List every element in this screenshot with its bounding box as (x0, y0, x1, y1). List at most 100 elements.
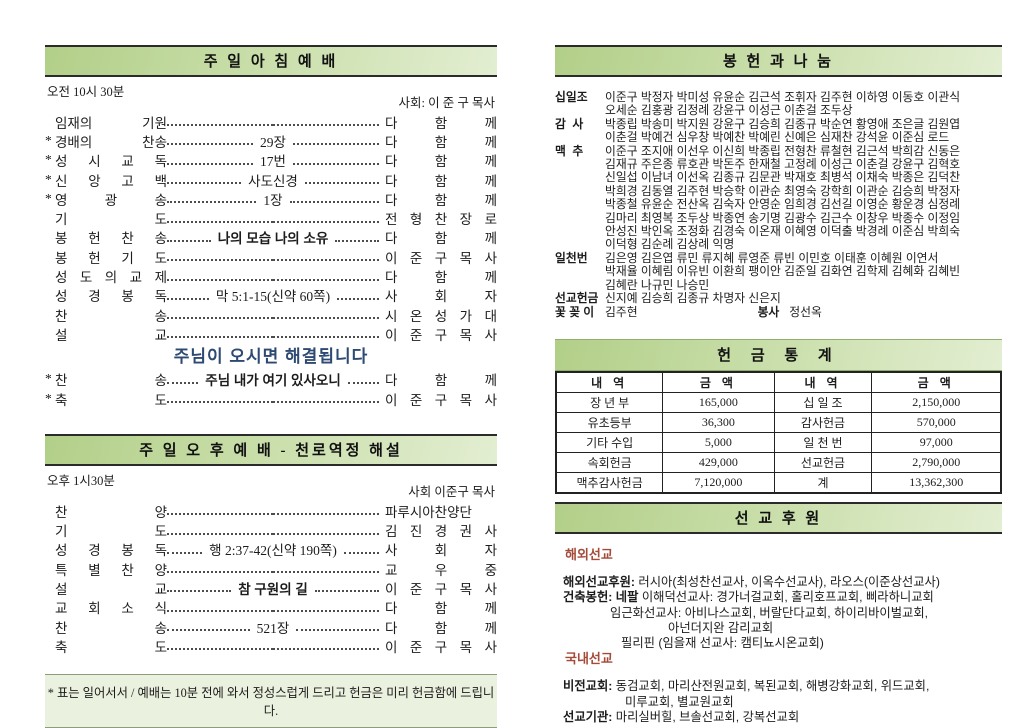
offering-row: 김마리 최영복 조두상 박종연 송기명 김광수 김근수 이창우 박종수 이정임 (555, 210, 1002, 225)
dot-leader (296, 629, 380, 632)
mission-line: 선교기관: 마리실버힐, 브솔선교회, 강복선교회 (563, 710, 1002, 725)
stats-row: 장 년 부 165,000 십 일 조 2,150,000 (555, 391, 1002, 413)
dot-leader (167, 609, 273, 612)
offering-category-label (555, 158, 605, 171)
sermon-title: 주님이 오시면 해결됩니다 (173, 346, 369, 366)
morning-service-header: 주 일 아 침 예 배 (45, 45, 497, 77)
mission-line-label: 비전교회: (563, 679, 613, 694)
stats-item-cell: 일 천 번 (773, 431, 873, 453)
mission-line: 필리핀 (임을재 선교사: 캠티뇨시온교회) (563, 636, 1002, 651)
offering-category-label (555, 198, 605, 211)
dot-leader (167, 336, 273, 339)
mission-line-text: 마리실버힐, 브솔선교회, 강복선교회 (615, 709, 800, 724)
stats-header-cell: 내 역 (773, 371, 873, 393)
mission-section-header: 선 교 후 원 (555, 501, 1002, 534)
offering-row: 박재율 이혜림 이유빈 이환희 팽이안 김준일 김화연 김학제 김혜화 김혜빈 (555, 264, 1002, 278)
overseas-mission-heading: 해외선교 (565, 546, 613, 562)
stats-header-cell: 금 액 (871, 371, 1002, 393)
mission-line-text: 임근화선교사: 아비나스교회, 버랄단다교회, 하이리바이벌교회, (610, 605, 929, 620)
stats-item-cell: 유초등부 (555, 411, 664, 433)
service-row: 봉 헌 찬 송 나의 모습 나의 소유 다 함 께 (45, 228, 497, 247)
offering-row: 십일조 이준구 박정자 박미성 유윤순 김근석 조휘자 김주현 이하영 이동호 … (555, 90, 1002, 104)
service-item-person: 사 회 자 (385, 543, 498, 559)
service-row: 설 교 참 구원의 길 이 준 구 목 사 (45, 578, 497, 597)
offering-category-label (555, 279, 605, 292)
stand-marker: * (45, 132, 52, 148)
spacer (45, 408, 497, 434)
afternoon-service-rows: 찬 양 파루시아찬양단 기 도 김 진 경 권 사 성 경 봉 독 (45, 501, 497, 655)
flower-label: 꽃 꽂 이 (555, 304, 595, 319)
service-row: 특 별 찬 양 교 우 중 (45, 559, 497, 578)
mission-line: 해외선교후원: 러시아(최성찬선교사, 이옥수선교사), 라오스(이준상선교사) (563, 575, 1002, 590)
service-item-label: 특 별 찬 양 (55, 562, 167, 578)
offering-names: 이덕형 김순례 김상례 익명 (605, 237, 735, 252)
offering-category-label (555, 171, 605, 184)
stats-item-cell: 장 년 부 (555, 391, 664, 413)
dot-leader (273, 609, 379, 612)
service-item-person: 다 함 께 (385, 601, 497, 617)
morning-service-time: 오전 10시 30분 (47, 85, 125, 99)
stats-item-cell: 속회헌금 (555, 451, 664, 473)
dot-leader (167, 297, 209, 300)
service-item-person: 다 함 께 (385, 173, 497, 189)
mission-line-text: 동검교회, 마리산전원교회, 복된교회, 해병강화교회, 위드교회, (615, 679, 930, 694)
stand-marker: * (45, 171, 52, 187)
dot-leader (167, 513, 273, 516)
service-row: 성 경 봉 독 행 2:37-42(신약 190쪽) 사 회 자 (45, 540, 497, 559)
service-item-label: 성 도 의 교 제 (55, 270, 167, 286)
dot-leader (314, 590, 380, 593)
service-item-person: 이 준 구 목 사 (385, 639, 497, 655)
dot-leader (273, 220, 379, 223)
stand-marker: * (45, 152, 52, 168)
offering-row: 감 사 박종립 박송미 박지원 강윤구 김승희 김종규 박순연 황영애 조은글 … (555, 116, 1002, 131)
service-item-label: 성 경 봉 독 (55, 289, 167, 305)
offering-category-label: 맥 추 (555, 143, 584, 158)
dot-leader (167, 124, 273, 127)
dot-leader (289, 201, 380, 204)
offering-names: 김마리 최영복 조두상 박종연 송기명 김광수 김근수 이창우 박종수 이정임 (605, 210, 961, 225)
service-item-detail-bold: 나의 모습 나의 소유 (217, 231, 329, 247)
mission-line-strong: 네팔 (615, 590, 639, 605)
dot-leader (292, 143, 380, 146)
offering-category-label (555, 185, 605, 198)
service-item-label: 경배의 찬송 (55, 134, 167, 150)
offering-category-label (555, 104, 605, 117)
service-row: 찬 송 시 온 성 가 대 (45, 305, 497, 324)
service-row: 성 도 의 교 제 다 함 께 (45, 266, 497, 285)
dot-leader (167, 381, 199, 384)
offering-names: 신일섭 이남녀 이선옥 김종규 김문관 박재호 최병석 이채숙 박종은 김덕찬 (605, 170, 961, 185)
dot-leader (167, 143, 254, 146)
offering-names: 이준구 박정자 박미성 유윤순 김근석 조휘자 김주현 이하영 이동호 이관식 (605, 90, 961, 104)
dot-leader (167, 571, 273, 574)
service-row: 설 교 이 준 구 목 사 (45, 324, 497, 343)
afternoon-service-time: 오후 1시30분 (47, 474, 115, 489)
stats-amount-cell: 165,000 (662, 391, 775, 413)
service-item-detail: 29장 (260, 134, 286, 150)
dot-leader (167, 182, 242, 185)
offering-names: 이춘걸 박예건 심우창 박예찬 박예린 신예은 심재찬 강석윤 이준심 로드 (605, 130, 950, 145)
dot-leader (273, 317, 379, 320)
dot-leader (167, 629, 250, 632)
offering-category-label: 선교헌금 (555, 291, 599, 306)
stats-row: 속회헌금 429,000 선교헌금 2,790,000 (555, 451, 1002, 473)
offering-category-label (555, 131, 605, 144)
dot-leader (167, 317, 273, 320)
dot-leader (337, 297, 380, 300)
stats-item-cell: 십 일 조 (773, 391, 873, 413)
dot-leader (167, 162, 254, 165)
mission-line-label: 해외선교후원: (563, 575, 635, 590)
dot-leader (273, 124, 379, 127)
dot-leader (273, 571, 379, 574)
service-item-person: 다 함 께 (385, 231, 497, 247)
service-item-label: 영 광 송 (55, 192, 167, 208)
stats-header-row: 내 역 금 액 내 역 금 액 (555, 371, 1002, 393)
mission-line: 아넌더지완 감리교회 (563, 621, 1002, 636)
mission-line-text: 아넌더지완 감리교회 (668, 620, 774, 635)
morning-service-rows: 임재의 기원 다 함 께 * 경배의 찬송 29장 다 함 께 * 성 시 교 … (45, 112, 497, 344)
stats-amount-cell: 2,150,000 (871, 391, 1002, 413)
offering-names: 박종립 박송미 박지원 강윤구 김승희 김종규 박순연 황영애 조은글 김원엽 (605, 116, 961, 131)
service-row: 봉 헌 기 도 이 준 구 목 사 (45, 247, 497, 266)
service-duty-name: 정선옥 (789, 304, 822, 319)
offering-names: 이준구 조지애 이선우 이신희 박종립 전형찬 류철현 김근석 박희감 신동은 (605, 143, 961, 158)
offering-row: 김혜란 나규민 나승민 (555, 278, 1002, 292)
